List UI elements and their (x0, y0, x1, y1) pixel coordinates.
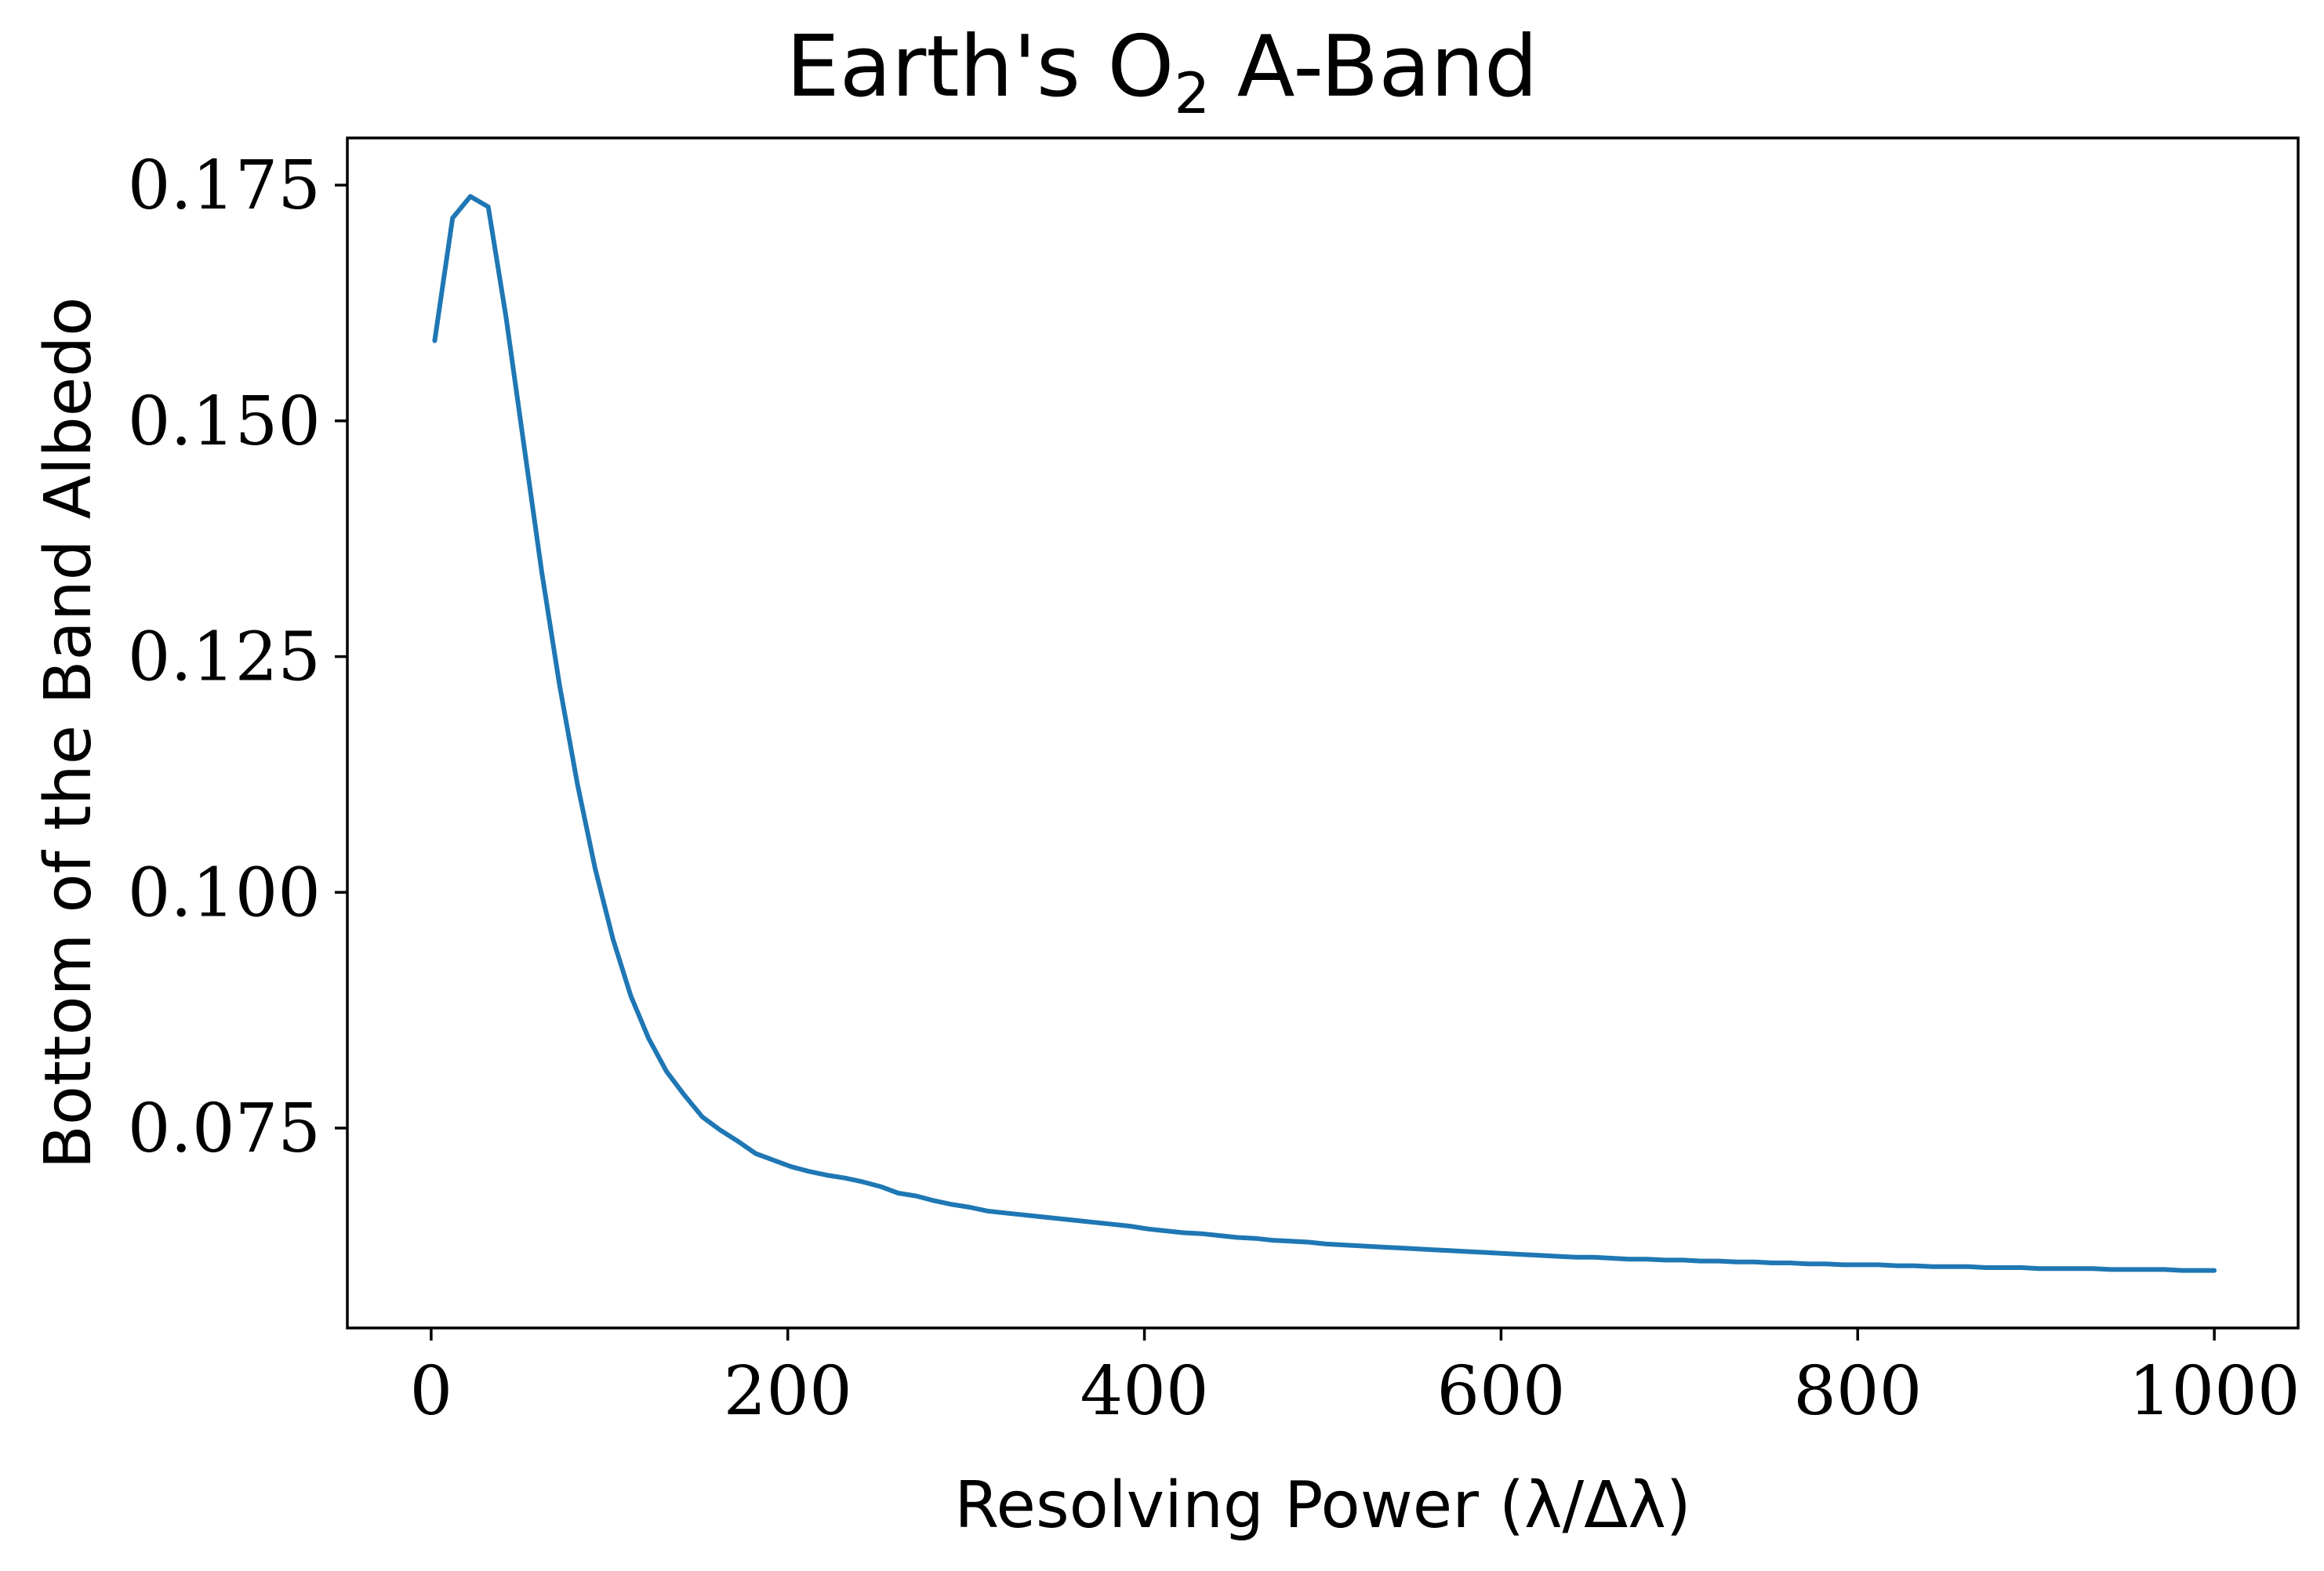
x-tick-label: 400 (1080, 1352, 1208, 1431)
chart-title-suffix: A-Band (1210, 18, 1538, 116)
x-tick-label: 200 (724, 1352, 852, 1431)
y-tick-label: 0.100 (128, 854, 321, 932)
x-tick-label: 0 (410, 1352, 453, 1431)
chart-title-main: Earth's O (786, 18, 1175, 116)
chart-title: Earth's O2 A-Band (786, 18, 1538, 126)
x-tick-label: 600 (1436, 1352, 1565, 1431)
series-line-0 (432, 194, 2217, 1273)
x-tick-label: 1000 (2129, 1352, 2300, 1431)
y-tick-label: 0.075 (128, 1090, 321, 1168)
y-axis-label: Bottom of the Band Albedo (31, 297, 106, 1170)
chart-title-subscript: 2 (1174, 60, 1210, 126)
y-tick-label: 0.125 (128, 619, 321, 697)
x-axis-label: Resolving Power (λ/Δλ) (954, 1468, 1691, 1543)
plot-area: 0 200 400 600 800 1000 0.075 0.100 0.125 0.150 0.1… (128, 147, 2300, 1431)
y-tick-label: 0.150 (128, 383, 321, 461)
y-tick-label: 0.175 (128, 147, 321, 225)
x-tick-label: 800 (1793, 1352, 1922, 1431)
plot-frame (346, 136, 2300, 1330)
